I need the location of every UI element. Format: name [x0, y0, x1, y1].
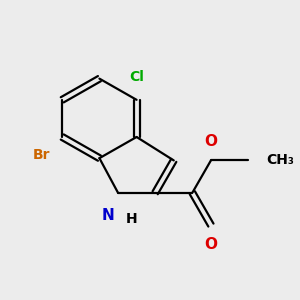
Text: O: O: [204, 134, 218, 148]
Text: O: O: [204, 237, 218, 252]
Text: Cl: Cl: [129, 70, 144, 84]
Text: N: N: [101, 208, 114, 223]
Text: Br: Br: [33, 148, 51, 162]
Text: H: H: [126, 212, 138, 226]
Text: CH₃: CH₃: [266, 153, 294, 167]
